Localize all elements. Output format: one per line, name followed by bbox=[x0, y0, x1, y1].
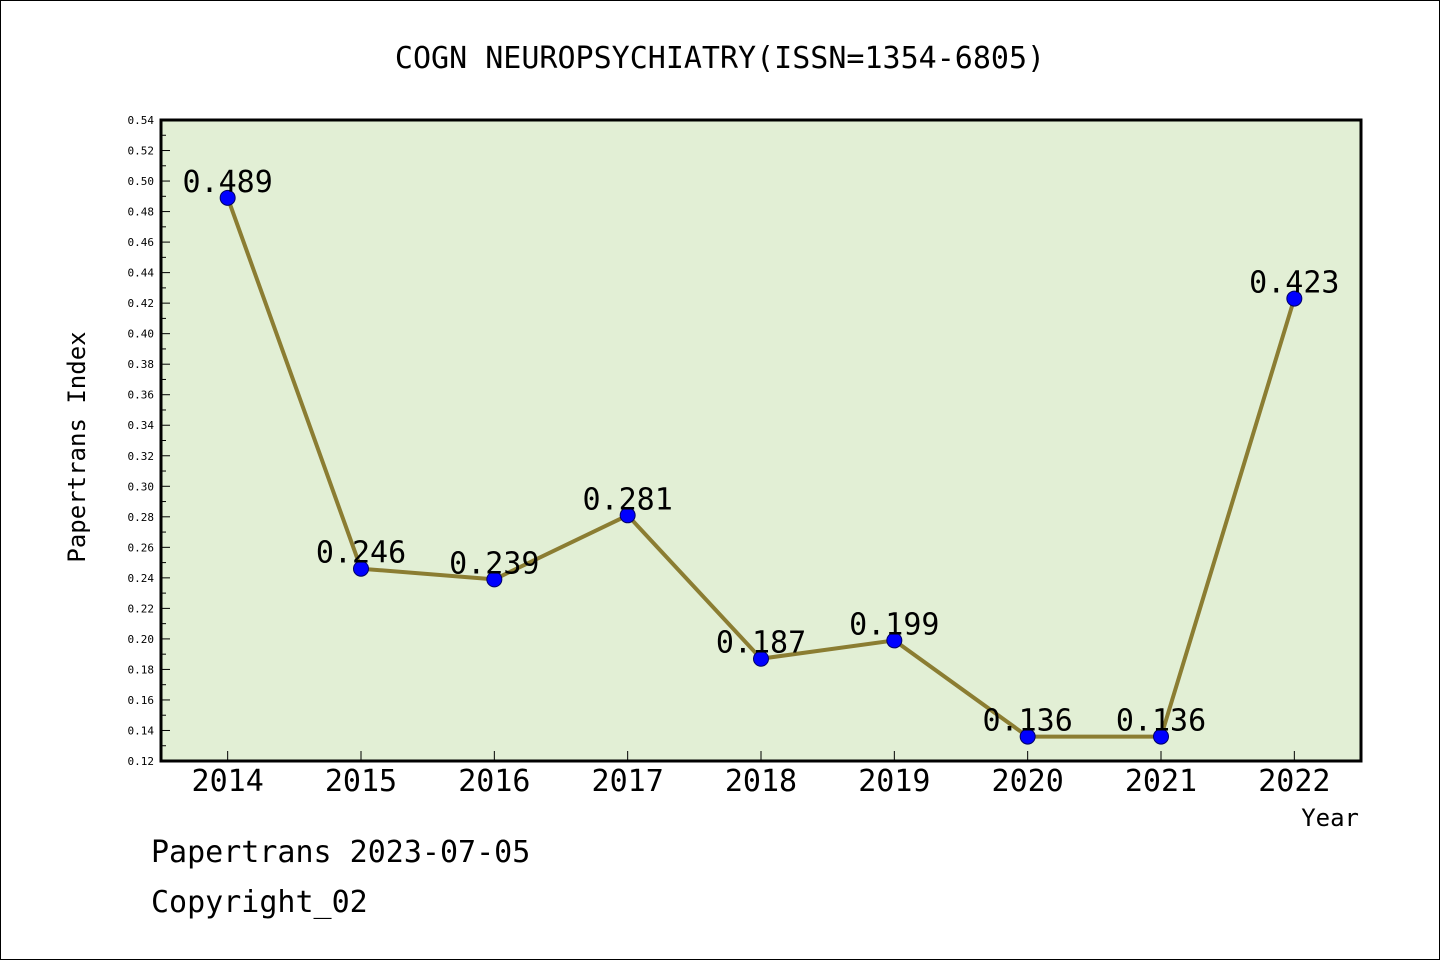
y-tick-label: 0.38 bbox=[128, 358, 155, 371]
data-label: 0.187 bbox=[716, 626, 806, 661]
y-tick-label: 0.34 bbox=[128, 419, 155, 432]
y-tick-label: 0.20 bbox=[128, 633, 155, 646]
y-axis-label: Papertrans Index bbox=[63, 331, 91, 562]
data-label: 0.136 bbox=[1116, 704, 1206, 739]
y-axis: 0.12 0.14 0.16 0.18 0.20 0.22 0.24 0.26 0.28 0.30… bbox=[128, 114, 170, 768]
y-tick-label: 0.30 bbox=[128, 480, 155, 493]
y-tick-label: 0.24 bbox=[128, 572, 155, 585]
x-axis: 2014 2015 2016 2017 2018 2019 2020 2021 2022 bbox=[192, 751, 1330, 799]
data-label: 0.281 bbox=[583, 482, 673, 517]
x-tick-label: 2019 bbox=[858, 764, 930, 799]
data-label: 0.489 bbox=[183, 165, 273, 200]
y-tick-label: 0.54 bbox=[128, 114, 155, 127]
y-tick-label: 0.14 bbox=[128, 724, 155, 737]
x-tick-label: 2014 bbox=[192, 764, 264, 799]
y-tick-label: 0.32 bbox=[128, 450, 155, 463]
data-label: 0.136 bbox=[983, 704, 1073, 739]
data-point-marker bbox=[219, 189, 236, 206]
y-tick-label: 0.42 bbox=[128, 297, 155, 310]
y-tick-label: 0.26 bbox=[128, 541, 155, 554]
series-layer: 0.489 0.246 0.239 0.281 0.187 0.199 0.136 0.136… bbox=[183, 165, 1339, 745]
data-point-marker bbox=[619, 507, 636, 524]
data-label: 0.199 bbox=[849, 607, 939, 642]
y-tick-label: 0.50 bbox=[128, 175, 155, 188]
data-label: 0.423 bbox=[1249, 266, 1339, 301]
data-point-marker bbox=[353, 560, 369, 577]
data-point-marker bbox=[886, 632, 903, 649]
x-tick-label: 2021 bbox=[1125, 764, 1197, 799]
y-tick-label: 0.36 bbox=[128, 389, 155, 402]
data-point-marker bbox=[486, 571, 503, 588]
y-tick-label: 0.52 bbox=[128, 145, 155, 158]
data-label: 0.246 bbox=[316, 536, 406, 571]
x-axis-label: Year bbox=[1301, 804, 1359, 832]
data-point-marker bbox=[753, 650, 769, 667]
y-tick-label: 0.48 bbox=[128, 206, 155, 219]
footer-date-text: Papertrans 2023-07-05 bbox=[151, 835, 531, 870]
x-tick-label: 2015 bbox=[325, 764, 397, 799]
data-point-marker bbox=[1019, 728, 1036, 745]
x-tick-label: 2022 bbox=[1258, 764, 1330, 799]
y-tick-label: 0.22 bbox=[128, 602, 155, 615]
x-tick-label: 2018 bbox=[725, 764, 797, 799]
footer-copyright-text: Copyright_02 bbox=[151, 885, 368, 920]
x-tick-label: 2017 bbox=[592, 764, 664, 799]
y-tick-label: 0.18 bbox=[128, 663, 155, 676]
data-point-marker bbox=[1286, 290, 1303, 307]
y-tick-label: 0.16 bbox=[128, 694, 155, 707]
x-tick-label: 2020 bbox=[992, 764, 1064, 799]
y-tick-label: 0.40 bbox=[128, 328, 155, 341]
y-tick-label: 0.28 bbox=[128, 511, 155, 524]
plot-border bbox=[159, 118, 1363, 763]
y-tick-label: 0.44 bbox=[128, 267, 155, 280]
y-tick-label: 0.46 bbox=[128, 236, 155, 249]
data-label: 0.239 bbox=[449, 546, 539, 581]
chart-title: COGN NEUROPSYCHIATRY(ISSN=1354-6805) bbox=[395, 41, 1045, 76]
y-tick-label: 0.12 bbox=[128, 755, 155, 768]
data-point-marker bbox=[1153, 728, 1169, 745]
x-tick-label: 2016 bbox=[458, 764, 530, 799]
